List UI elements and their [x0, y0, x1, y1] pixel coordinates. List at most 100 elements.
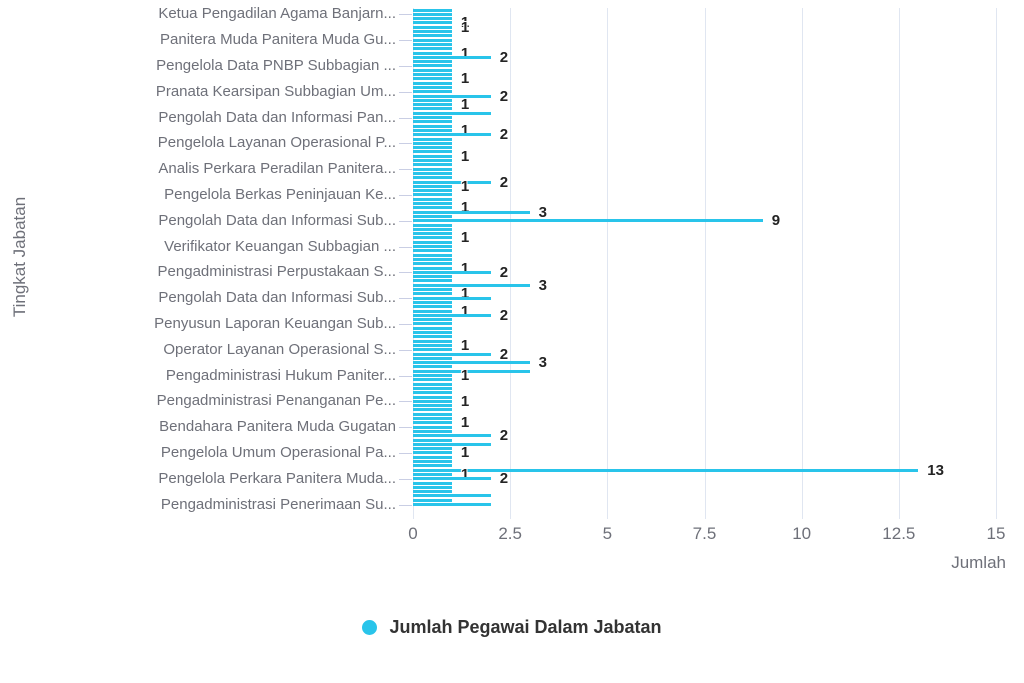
bar[interactable] — [413, 498, 452, 502]
bar[interactable] — [413, 438, 452, 442]
bar[interactable] — [413, 262, 452, 266]
bar[interactable] — [413, 485, 452, 489]
bar[interactable] — [413, 253, 452, 257]
bar[interactable] — [413, 197, 452, 201]
bar[interactable] — [413, 116, 452, 119]
bar[interactable] — [413, 399, 452, 403]
bar[interactable] — [413, 318, 452, 322]
bar[interactable] — [413, 481, 452, 485]
bar[interactable] — [413, 270, 491, 274]
bar[interactable] — [413, 348, 452, 352]
bar[interactable] — [413, 472, 452, 476]
bar[interactable] — [413, 25, 452, 29]
bar[interactable] — [413, 421, 452, 425]
bar[interactable] — [413, 503, 491, 506]
bar[interactable] — [413, 335, 452, 339]
bar[interactable] — [413, 55, 491, 59]
bar[interactable] — [413, 386, 452, 390]
bar[interactable] — [413, 356, 452, 360]
bar[interactable] — [413, 219, 763, 223]
bar[interactable] — [413, 167, 452, 171]
bar[interactable] — [413, 468, 919, 472]
bar[interactable] — [413, 343, 452, 347]
bar[interactable] — [413, 339, 452, 343]
legend-item[interactable]: Jumlah Pegawai Dalam Jabatan — [0, 616, 1024, 638]
bar[interactable] — [413, 279, 452, 283]
bar[interactable] — [413, 331, 452, 334]
bar[interactable] — [413, 442, 491, 446]
bar[interactable] — [413, 17, 452, 21]
bar[interactable] — [413, 352, 491, 356]
bar[interactable] — [413, 73, 452, 76]
bar[interactable] — [413, 64, 452, 68]
bar[interactable] — [413, 249, 452, 253]
bar[interactable] — [413, 447, 452, 451]
bar[interactable] — [413, 163, 452, 167]
bar[interactable] — [413, 477, 491, 481]
bar[interactable] — [413, 257, 452, 261]
bar[interactable] — [413, 210, 530, 214]
bar[interactable] — [413, 193, 452, 197]
bar[interactable] — [413, 60, 452, 64]
bar[interactable] — [413, 111, 491, 115]
bar[interactable] — [413, 288, 452, 291]
bar[interactable] — [413, 283, 530, 287]
bar[interactable] — [413, 266, 452, 270]
bar[interactable] — [413, 103, 452, 107]
bar[interactable] — [413, 30, 452, 33]
bar[interactable] — [413, 34, 452, 38]
bar[interactable] — [413, 300, 452, 304]
bar[interactable] — [413, 90, 452, 94]
bar[interactable] — [413, 137, 452, 141]
bar[interactable] — [413, 159, 452, 162]
bar[interactable] — [413, 154, 452, 158]
bar[interactable] — [413, 176, 452, 180]
bar[interactable] — [413, 365, 452, 369]
bar[interactable] — [413, 120, 452, 124]
bar[interactable] — [413, 42, 452, 46]
bar[interactable] — [413, 180, 491, 184]
bar[interactable] — [413, 189, 452, 193]
bar[interactable] — [413, 309, 452, 313]
bar[interactable] — [413, 107, 452, 111]
bar[interactable] — [413, 98, 452, 102]
bar[interactable] — [413, 378, 452, 382]
bar[interactable] — [413, 202, 452, 205]
bar[interactable] — [413, 214, 452, 218]
bar[interactable] — [413, 395, 452, 399]
bar[interactable] — [413, 374, 452, 377]
bar[interactable] — [413, 206, 452, 210]
bar[interactable] — [413, 434, 491, 438]
bar[interactable] — [413, 408, 452, 412]
bar[interactable] — [413, 369, 530, 373]
bar[interactable] — [413, 464, 452, 468]
bar[interactable] — [413, 494, 491, 498]
bar[interactable] — [413, 391, 452, 395]
bar[interactable] — [413, 232, 452, 236]
bar[interactable] — [413, 68, 452, 72]
bar[interactable] — [413, 184, 452, 188]
bar[interactable] — [413, 412, 452, 416]
bar[interactable] — [413, 150, 452, 154]
bar[interactable] — [413, 236, 452, 240]
bar[interactable] — [413, 490, 452, 494]
bar[interactable] — [413, 146, 452, 150]
bar[interactable] — [413, 171, 452, 175]
bar[interactable] — [413, 455, 452, 459]
bar[interactable] — [413, 451, 452, 455]
bar[interactable] — [413, 47, 452, 51]
bar[interactable] — [413, 85, 452, 89]
bar[interactable] — [413, 296, 491, 300]
bar[interactable] — [413, 133, 491, 137]
bar[interactable] — [413, 77, 452, 81]
bar[interactable] — [413, 240, 452, 244]
bar[interactable] — [413, 417, 452, 420]
bar[interactable] — [413, 21, 452, 25]
bar[interactable] — [413, 124, 452, 128]
bar[interactable] — [413, 382, 452, 386]
bar[interactable] — [413, 361, 530, 365]
bar[interactable] — [413, 8, 452, 12]
bar[interactable] — [413, 292, 452, 296]
bar[interactable] — [413, 404, 452, 408]
bar[interactable] — [413, 141, 452, 145]
